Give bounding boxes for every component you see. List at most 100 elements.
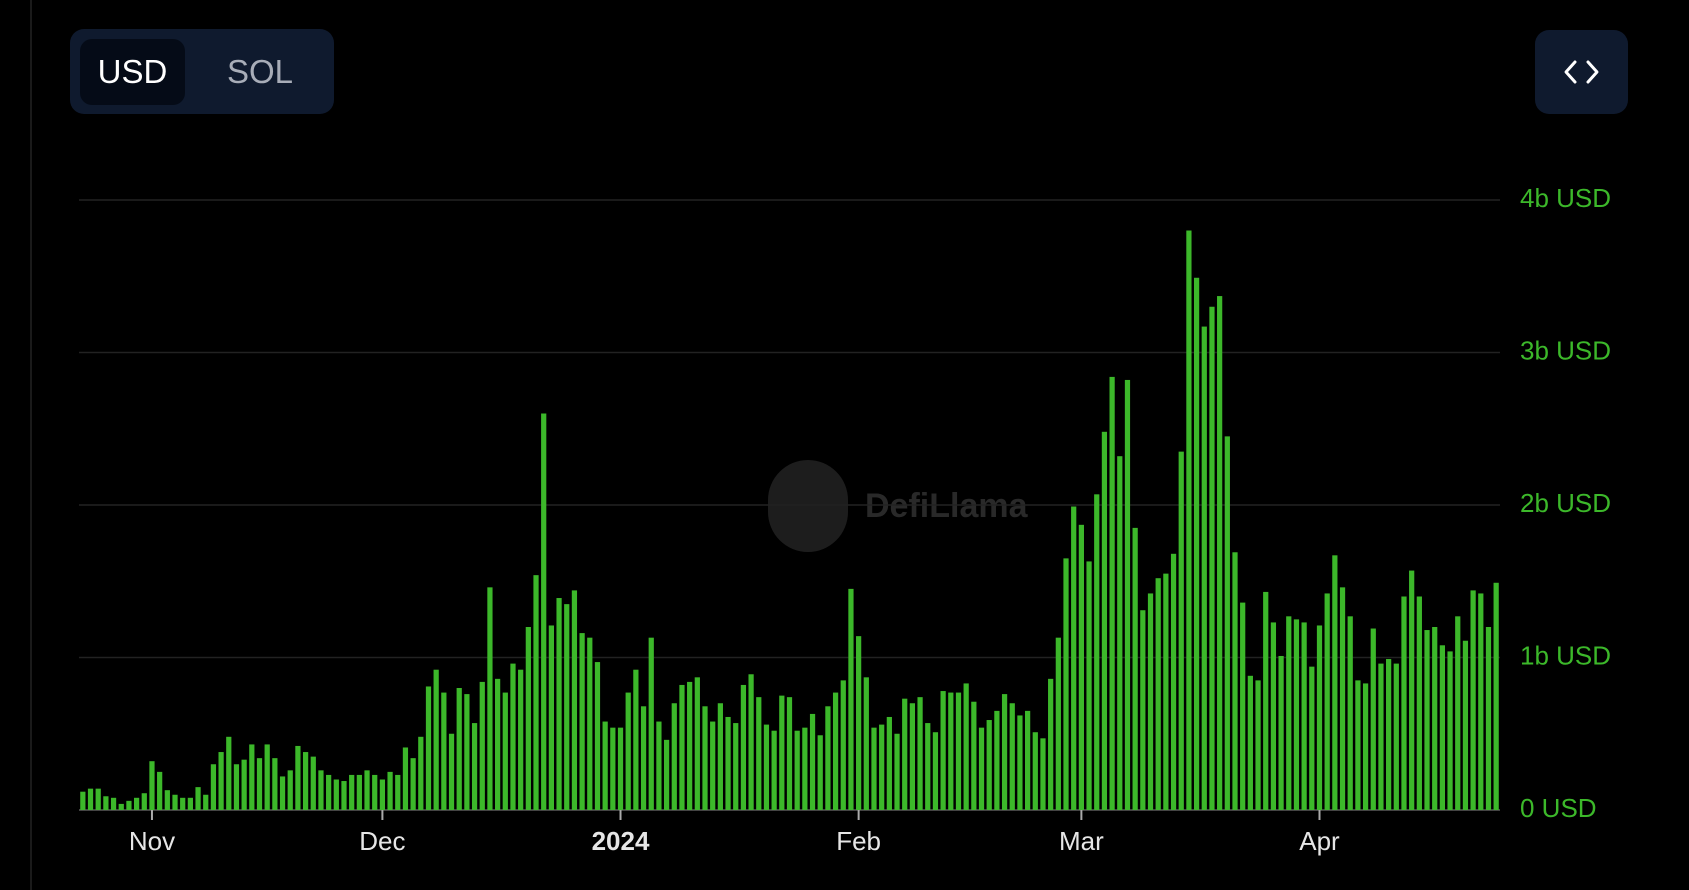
bar [702, 706, 708, 810]
bar [1293, 619, 1300, 810]
bar [879, 724, 885, 810]
bar [917, 697, 923, 810]
bar [1386, 659, 1392, 810]
bar [948, 692, 954, 810]
bar [971, 701, 977, 810]
embed-button[interactable] [1535, 30, 1628, 114]
bar [825, 706, 831, 810]
bar [725, 716, 731, 810]
bar [1378, 663, 1384, 810]
bar [1124, 379, 1131, 810]
bar [279, 776, 286, 810]
bar [1178, 451, 1184, 810]
bar [364, 770, 370, 810]
y-tick-label: 1b USD [1520, 640, 1611, 670]
bar [264, 744, 270, 810]
bar [241, 759, 247, 810]
bar [210, 764, 217, 810]
x-tick-label: Apr [1299, 826, 1340, 856]
bar [195, 787, 201, 810]
bar [1217, 296, 1223, 810]
bar [710, 721, 716, 810]
bar [1439, 645, 1446, 810]
bar [617, 727, 624, 810]
bar [610, 727, 616, 810]
bar [1155, 578, 1161, 810]
bar [341, 781, 347, 810]
bar [95, 788, 101, 810]
bar [1393, 663, 1399, 810]
x-tick-label: Mar [1059, 826, 1104, 856]
x-tick-label: Nov [129, 826, 175, 856]
bar [1355, 680, 1361, 810]
bar [1201, 326, 1207, 810]
bar [172, 794, 178, 810]
bar [1255, 680, 1261, 810]
bar [448, 733, 455, 810]
bar [871, 727, 877, 810]
x-tick-label: Dec [359, 826, 405, 856]
bar [955, 692, 962, 810]
bar [395, 774, 401, 810]
bar [1362, 683, 1369, 810]
bar [978, 727, 985, 810]
bar [1301, 622, 1307, 810]
bar [1347, 616, 1353, 810]
bar [786, 697, 793, 810]
bar [1485, 627, 1492, 810]
bar [1424, 630, 1430, 810]
bar [1009, 703, 1015, 810]
bar [1071, 506, 1077, 810]
bar [333, 779, 339, 810]
bar [1409, 570, 1415, 810]
bar [318, 770, 324, 810]
bar [687, 681, 693, 810]
bar [1232, 552, 1238, 810]
bar [625, 692, 631, 810]
bar [587, 637, 593, 810]
bar [1493, 582, 1499, 810]
bar [87, 788, 94, 810]
bar [249, 744, 255, 810]
bar [1263, 591, 1269, 810]
bar [886, 716, 892, 810]
bar [802, 727, 808, 810]
bar [1163, 573, 1169, 810]
bar [1324, 593, 1330, 810]
bar [164, 790, 170, 810]
toggle-option[interactable]: SOL [226, 53, 294, 90]
bar [418, 736, 424, 810]
bar [1470, 590, 1476, 810]
bar [1193, 277, 1200, 810]
bar [832, 692, 839, 810]
bar [272, 758, 278, 810]
bar [1048, 678, 1054, 810]
bar [1370, 628, 1376, 810]
bar [295, 745, 301, 810]
bar [748, 674, 754, 810]
bar [1401, 596, 1407, 810]
bar [141, 793, 147, 810]
bar [464, 694, 470, 810]
toggle-option[interactable]: USD [80, 39, 185, 105]
bar [671, 703, 677, 810]
x-tick-label: Feb [836, 826, 881, 856]
bar [602, 721, 608, 810]
bar [840, 680, 846, 810]
bar [548, 625, 554, 810]
bar [694, 677, 700, 810]
bar [187, 797, 193, 810]
bar [1224, 436, 1230, 810]
bar [679, 684, 685, 810]
bar [794, 730, 800, 810]
bar [564, 604, 570, 810]
bar [287, 770, 293, 810]
bar [525, 627, 531, 810]
bar [579, 633, 585, 810]
bar [633, 669, 639, 810]
bar [656, 721, 662, 810]
bar [894, 733, 900, 810]
y-tick-label: 2b USD [1520, 488, 1611, 518]
